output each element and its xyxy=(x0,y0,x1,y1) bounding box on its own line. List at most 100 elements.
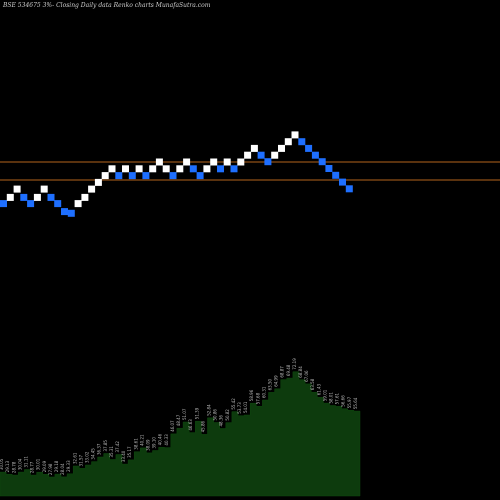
renko-brick-down xyxy=(169,172,177,180)
volume-label: 37.42 xyxy=(115,441,120,453)
renko-brick-down xyxy=(345,185,353,193)
renko-brick-down xyxy=(318,158,326,166)
renko-brick-up xyxy=(278,144,285,152)
renko-brick-up xyxy=(81,193,89,201)
renko-brick-down xyxy=(0,200,7,208)
volume-label: 36.37 xyxy=(97,443,102,455)
volume-label: 46.63 xyxy=(188,419,193,431)
renko-brick-down xyxy=(325,165,333,172)
volume-label: 28.77 xyxy=(30,461,35,473)
volume-label: 58.96 xyxy=(249,389,254,401)
volume-label: 40.46 xyxy=(158,433,163,445)
renko-brick-up xyxy=(250,144,258,152)
renko-brick-down xyxy=(298,138,306,146)
volume-label: 28.78 xyxy=(11,461,16,473)
volume-label: 30.04 xyxy=(17,458,22,470)
volume-label: 55.97 xyxy=(347,396,352,408)
volume-area xyxy=(0,371,361,497)
volume-label: 29.13 xyxy=(5,460,10,472)
volume-label: 33.40 xyxy=(121,450,126,462)
renko-brick-down xyxy=(20,193,28,201)
volume-label: 31.57 xyxy=(78,454,83,466)
volume-label: 53.73 xyxy=(237,402,242,414)
volume-label: 51.39 xyxy=(194,407,199,419)
volume-label: 52.84 xyxy=(207,404,212,416)
renko-brick-up xyxy=(135,165,143,173)
renko-brick-up xyxy=(74,200,82,208)
renko-brick-up xyxy=(122,165,129,173)
renko-brick-down xyxy=(27,200,35,208)
renko-brick-up xyxy=(162,165,170,173)
volume-label: 39.10 xyxy=(152,437,157,449)
renko-brick-down xyxy=(115,172,123,180)
volume-label: 50.86 xyxy=(213,409,218,421)
volume-label: 60.31 xyxy=(261,386,266,398)
volume-label: 40.21 xyxy=(139,434,144,446)
renko-brick-down xyxy=(54,200,62,208)
volume-label: 69.48 xyxy=(286,364,291,376)
renko-brick-down xyxy=(264,158,272,166)
volume-label: 54.01 xyxy=(243,401,248,413)
renko-brick-up xyxy=(88,185,96,193)
renko-brick-up xyxy=(155,158,163,166)
volume-label: 50.82 xyxy=(225,409,230,421)
volume-label: 57.68 xyxy=(255,392,260,404)
renko-brick-down xyxy=(332,171,340,179)
renko-brick-up xyxy=(203,165,211,173)
volume-label: 33.02 xyxy=(85,451,90,463)
volume-label: 31.11 xyxy=(24,456,29,468)
volume-label: 27.98 xyxy=(48,463,53,475)
volume-label: 57.61 xyxy=(335,392,340,404)
renko-brick-down xyxy=(305,144,313,152)
volume-label: 58.01 xyxy=(329,392,334,404)
renko-brick-down xyxy=(196,172,204,180)
renko-brick-up xyxy=(223,158,231,166)
volume-label: 45.86 xyxy=(200,420,205,432)
volume-label: 68.84 xyxy=(298,366,303,378)
renko-brick-up xyxy=(149,165,157,173)
volume-label: 30.01 xyxy=(36,458,41,470)
volume-label: 30.05 xyxy=(0,458,4,470)
volume-label: 29.33 xyxy=(66,460,71,472)
chart-title: BSE 534675 3%- Closing Daily data Renko … xyxy=(3,2,211,9)
renko-brick-up xyxy=(6,193,14,201)
volume-label: 61.43 xyxy=(316,383,321,395)
volume-label: 48.47 xyxy=(176,414,181,426)
volume-label: 63.58 xyxy=(310,378,315,390)
renko-brick-up xyxy=(237,158,245,166)
renko-brick-up xyxy=(284,138,292,146)
volume-label: 35.31 xyxy=(109,446,114,458)
renko-brick-down xyxy=(67,209,75,217)
volume-label: 72.19 xyxy=(292,358,297,370)
renko-brick-up xyxy=(94,178,102,186)
renko-brick-up xyxy=(101,172,109,180)
volume-label: 63.50 xyxy=(268,378,273,390)
renko-brick-up xyxy=(210,158,218,166)
volume-label: 40.33 xyxy=(164,434,169,446)
renko-brick-down xyxy=(257,151,265,159)
volume-label: 67.06 xyxy=(304,370,309,382)
volume-label: 34.45 xyxy=(91,448,96,460)
volume-label: 46.07 xyxy=(170,420,175,432)
renko-brick-down xyxy=(142,172,150,180)
renko-brick-down xyxy=(128,172,136,180)
renko-brick-up xyxy=(291,131,299,139)
renko-brick-up xyxy=(108,165,116,173)
volume-label: 29.09 xyxy=(42,460,47,472)
renko-brick-up xyxy=(33,193,41,201)
volume-label: 56.66 xyxy=(341,395,346,407)
volume-label: 28.04 xyxy=(60,463,65,475)
renko-brick-down xyxy=(217,165,224,173)
volume-label: 68.87 xyxy=(280,366,285,378)
renko-brick-up xyxy=(244,151,252,159)
renko-brick-up xyxy=(183,158,191,166)
volume-label: 48.36 xyxy=(219,415,224,427)
renko-brick-up xyxy=(271,151,279,159)
volume-label: 32.61 xyxy=(72,452,77,464)
volume-label: 55.64 xyxy=(353,397,358,409)
volume-label: 37.85 xyxy=(103,440,108,452)
renko-brick-down xyxy=(47,193,55,201)
renko-brick-down xyxy=(61,208,68,216)
renko-brick-down xyxy=(311,151,319,159)
